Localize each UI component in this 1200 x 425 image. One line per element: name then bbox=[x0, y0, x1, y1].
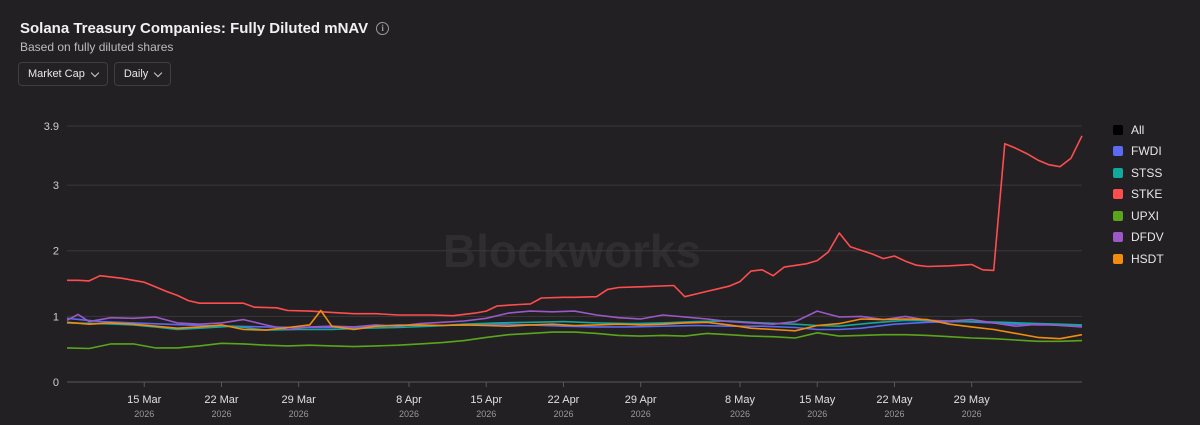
legend-swatch bbox=[1113, 167, 1123, 178]
title-row: Solana Treasury Companies: Fully Diluted… bbox=[20, 20, 390, 37]
page-title: Solana Treasury Companies: Fully Diluted… bbox=[20, 20, 369, 37]
legend-label: STSS bbox=[1131, 165, 1163, 180]
x-tick-year: 2026 bbox=[134, 409, 154, 419]
x-tick-label: 29 May bbox=[954, 394, 991, 406]
series-lines bbox=[66, 135, 1083, 350]
series-line-hsdt bbox=[66, 309, 1083, 340]
legend-swatch bbox=[1113, 232, 1123, 243]
x-tick-label: 8 Apr bbox=[396, 394, 422, 406]
y-axis: 0 1 2 3 3.9 bbox=[44, 121, 59, 389]
legend-item-hsdt[interactable]: HSDT bbox=[1113, 248, 1164, 270]
chart-header: Solana Treasury Companies: Fully Diluted… bbox=[20, 20, 390, 54]
legend-swatch bbox=[1113, 124, 1123, 135]
legend-item-stke[interactable]: STKE bbox=[1113, 184, 1164, 206]
x-tick-label: 22 Apr bbox=[548, 394, 580, 406]
legend-item-all[interactable]: All bbox=[1113, 119, 1164, 141]
legend-label: All bbox=[1131, 122, 1145, 137]
legend-swatch bbox=[1113, 210, 1123, 221]
series-line-upxi bbox=[66, 331, 1083, 350]
x-tick-year: 2026 bbox=[289, 409, 309, 419]
legend-swatch bbox=[1113, 189, 1123, 200]
y-tick-label: 0 bbox=[53, 377, 59, 389]
x-tick-label: 22 Mar bbox=[204, 394, 239, 406]
x-tick-year: 2026 bbox=[211, 409, 231, 419]
x-tick-year: 2026 bbox=[553, 409, 573, 419]
x-tick-year: 2026 bbox=[962, 409, 982, 419]
legend-swatch bbox=[1113, 253, 1123, 264]
x-tick-label: 29 Mar bbox=[282, 394, 317, 406]
x-tick-label: 29 Apr bbox=[625, 394, 657, 406]
legend-label: UPXI bbox=[1131, 208, 1160, 223]
x-tick-label: 15 Mar bbox=[127, 394, 162, 406]
interval-dropdown-label: Daily bbox=[123, 68, 149, 80]
x-tick-year: 2026 bbox=[399, 409, 419, 419]
legend-swatch bbox=[1113, 146, 1123, 157]
metric-dropdown-label: Market Cap bbox=[28, 68, 85, 80]
x-tick-label: 15 May bbox=[799, 394, 836, 406]
info-icon[interactable]: i bbox=[376, 22, 390, 35]
legend-label: HSDT bbox=[1131, 251, 1164, 266]
page-subtitle: Based on fully diluted shares bbox=[20, 40, 174, 54]
legend-item-stss[interactable]: STSS bbox=[1113, 162, 1164, 184]
grid bbox=[67, 125, 1082, 383]
chart-controls: Market Cap Daily bbox=[18, 62, 172, 86]
x-tick-year: 2026 bbox=[807, 409, 827, 419]
x-tick-year: 2026 bbox=[476, 409, 496, 419]
legend: All FWDI STSS STKE UPXI DFDV HSDT bbox=[1113, 119, 1164, 270]
legend-label: STKE bbox=[1131, 187, 1163, 202]
legend-item-dfdv[interactable]: DFDV bbox=[1113, 227, 1164, 249]
x-tick-year: 2026 bbox=[631, 409, 651, 419]
series-line-fwdi bbox=[66, 317, 1083, 331]
y-tick-label: 3 bbox=[53, 180, 59, 192]
y-tick-label: 2 bbox=[53, 246, 59, 258]
metric-dropdown[interactable]: Market Cap bbox=[18, 62, 108, 86]
series-line-dfdv bbox=[66, 310, 1083, 331]
legend-item-fwdi[interactable]: FWDI bbox=[1113, 141, 1164, 163]
series-line-stss bbox=[66, 319, 1083, 331]
y-tick-label: 3.9 bbox=[44, 121, 59, 133]
legend-label: DFDV bbox=[1131, 230, 1164, 245]
y-tick-label: 1 bbox=[53, 311, 59, 323]
x-tick-year: 2026 bbox=[884, 409, 904, 419]
x-tick-label: 22 May bbox=[876, 394, 913, 406]
x-tick-label: 15 Apr bbox=[470, 394, 502, 406]
x-axis: 15 Mar 2026 22 Mar 2026 29 Mar 2026 8 Apr 2026 1… bbox=[127, 382, 990, 419]
x-tick-label: 8 May bbox=[725, 394, 755, 406]
legend-item-upxi[interactable]: UPXI bbox=[1113, 205, 1164, 227]
series-line-stke bbox=[67, 135, 1083, 317]
legend-label: FWDI bbox=[1131, 144, 1162, 159]
interval-dropdown[interactable]: Daily bbox=[113, 62, 172, 86]
x-tick-year: 2026 bbox=[730, 409, 750, 419]
